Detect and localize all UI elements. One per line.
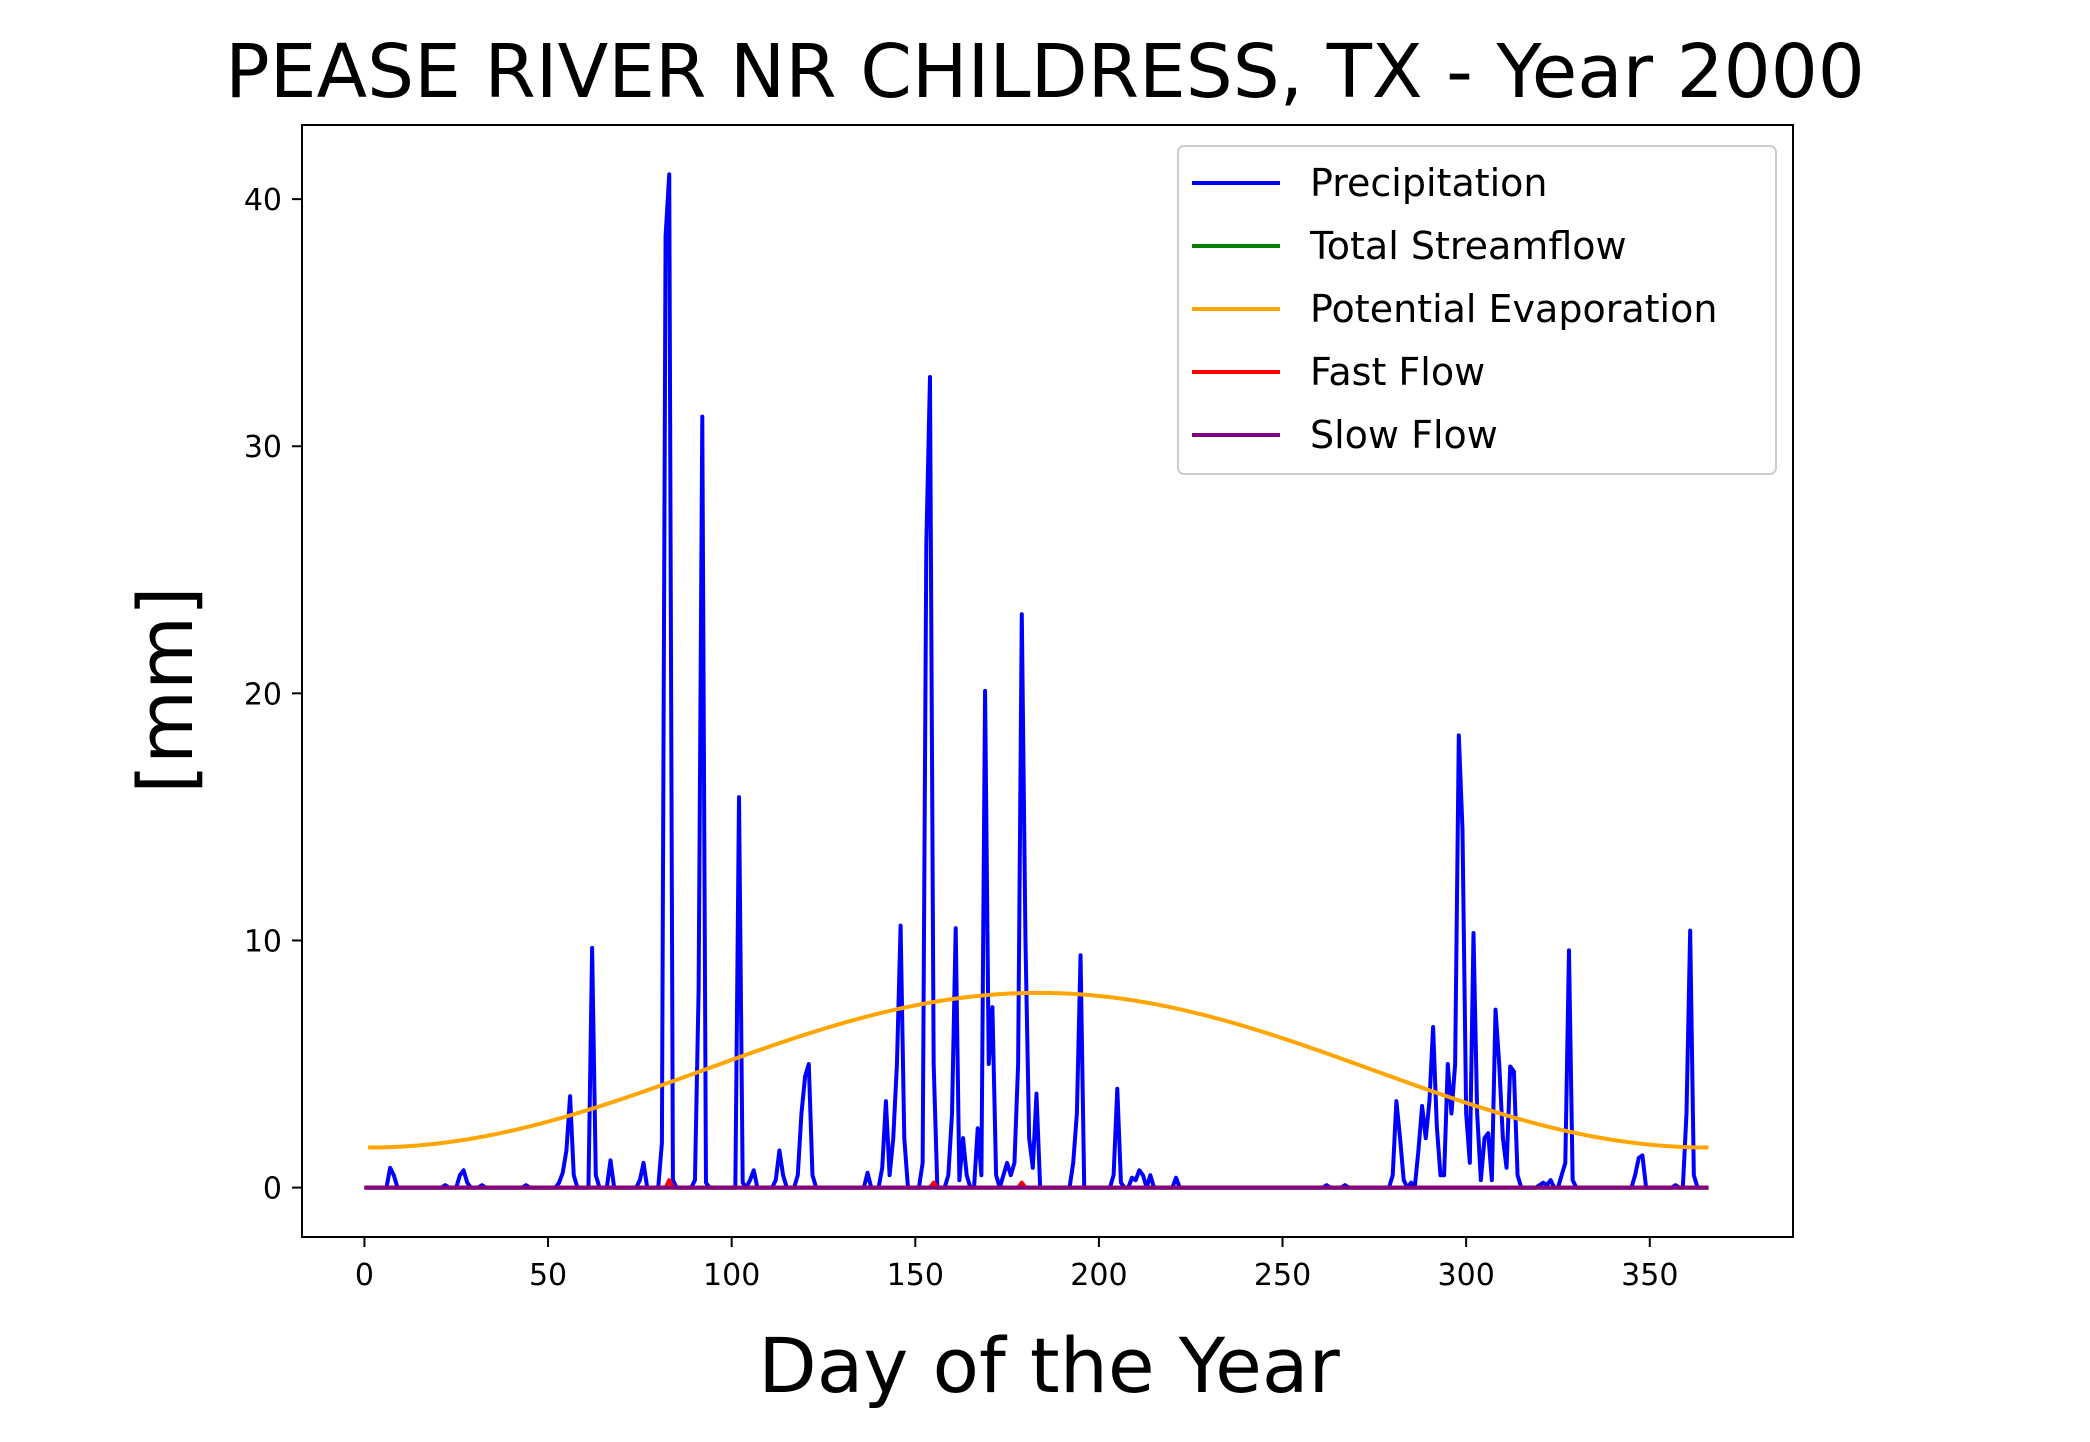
legend-label: Slow Flow — [1310, 413, 1498, 457]
y-tick-label: 0 — [263, 1172, 282, 1207]
x-tick-label: 150 — [887, 1258, 944, 1293]
y-tick-label: 10 — [244, 924, 282, 959]
y-tick-label: 40 — [244, 183, 282, 218]
legend-label: Potential Evaporation — [1310, 287, 1717, 331]
x-tick-label: 50 — [529, 1258, 567, 1293]
series-line-potential-evaporation — [368, 990, 1709, 1150]
x-tick-label: 300 — [1438, 1258, 1495, 1293]
plot-area-frame — [301, 124, 1794, 1238]
y-axis: 0 10 20 30 40 — [244, 183, 302, 1207]
legend-label: Total Streamflow — [1309, 224, 1627, 268]
series-layer — [364, 172, 1709, 1190]
x-tick-label: 350 — [1621, 1258, 1678, 1293]
y-tick-label: 20 — [244, 677, 282, 712]
x-tick-label: 0 — [355, 1258, 374, 1293]
y-axis-label: [mm] — [121, 586, 210, 793]
x-tick-label: 100 — [703, 1258, 760, 1293]
legend-label: Precipitation — [1310, 161, 1548, 205]
x-tick-label: 200 — [1070, 1258, 1127, 1293]
y-tick-label: 30 — [244, 430, 282, 465]
legend: Precipitation Total Streamflow Potential E… — [1177, 145, 1777, 475]
x-axis-label: Day of the Year — [758, 1321, 1340, 1410]
x-tick-label: 250 — [1254, 1258, 1311, 1293]
x-axis: 0 50 100 150 200 250 300 350 — [355, 1237, 1678, 1293]
legend-box — [1177, 145, 1777, 475]
legend-label: Fast Flow — [1310, 350, 1485, 394]
chart-title: PEASE RIVER NR CHILDRESS, TX - Year 2000 — [225, 29, 1865, 115]
